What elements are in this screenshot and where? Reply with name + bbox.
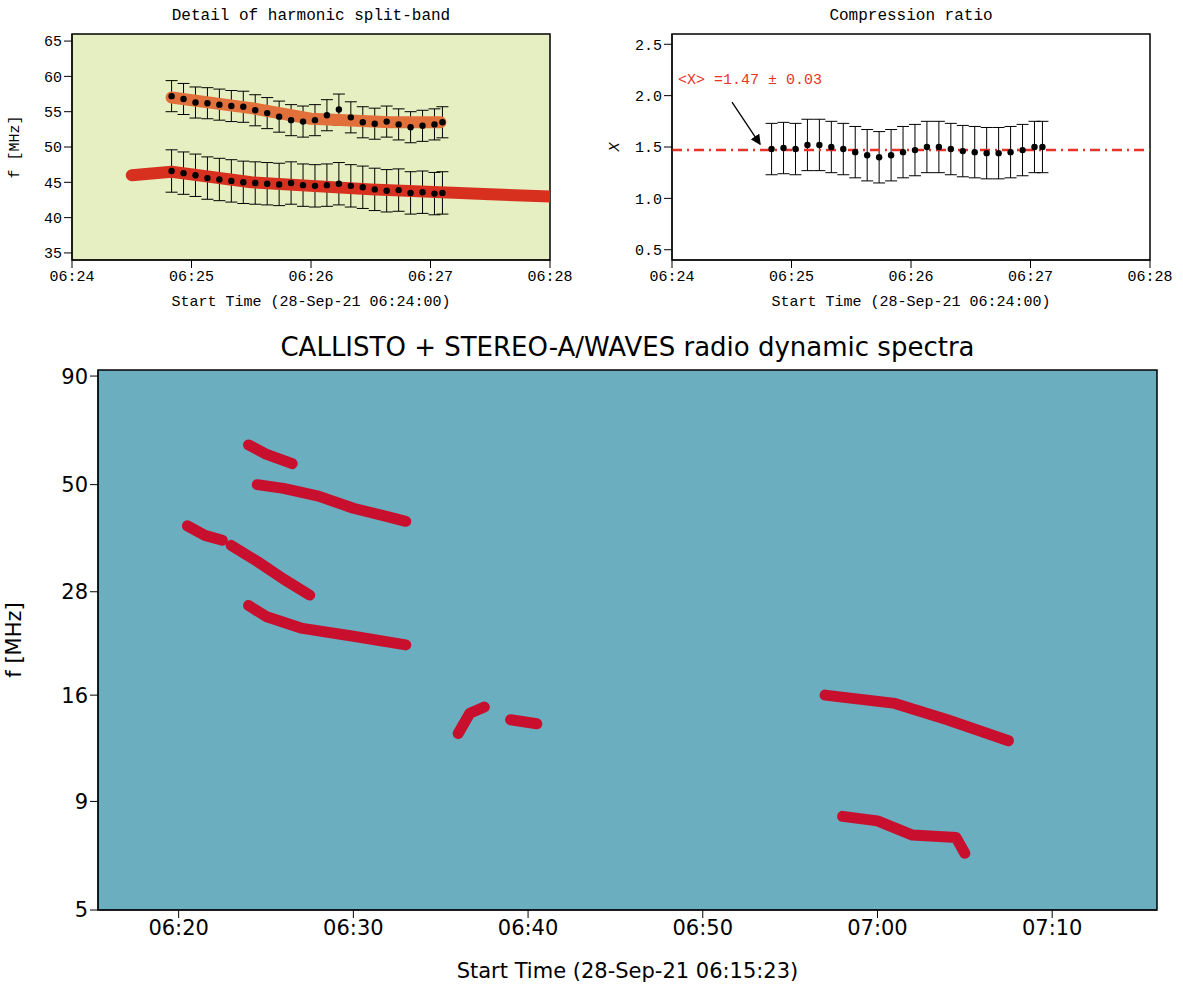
svg-text:06:25: 06:25 (769, 269, 814, 286)
svg-text:06:27: 06:27 (1008, 269, 1053, 286)
svg-text:06:28: 06:28 (1127, 269, 1172, 286)
svg-text:65: 65 (44, 34, 62, 51)
svg-text:50: 50 (61, 473, 88, 497)
svg-text:Start Time (28-Sep-21 06:24:00: Start Time (28-Sep-21 06:24:00) (771, 294, 1050, 311)
svg-text:f [MHz]: f [MHz] (7, 115, 24, 178)
svg-text:X: X (607, 142, 624, 153)
svg-text:Start Time (28-Sep-21 06:15:23: Start Time (28-Sep-21 06:15:23) (457, 959, 799, 983)
svg-text:06:27: 06:27 (408, 269, 453, 286)
svg-text:9: 9 (75, 790, 88, 814)
svg-text:07:00: 07:00 (847, 916, 908, 940)
html-text:Detail of harmonic split-band: Detail of harmonic split-band (171, 7, 451, 25)
svg-text:60: 60 (44, 70, 62, 87)
svg-text:f [MHz]: f [MHz] (2, 602, 26, 677)
svg-text:0.5: 0.5 (635, 243, 662, 260)
svg-text:06:20: 06:20 (148, 916, 209, 940)
svg-text:06:26: 06:26 (288, 269, 333, 286)
svg-text:06:40: 06:40 (498, 916, 559, 940)
svg-text:40: 40 (44, 211, 62, 228)
svg-text:2.0: 2.0 (635, 89, 662, 106)
svg-text:06:50: 06:50 (673, 916, 734, 940)
svg-text:55: 55 (44, 105, 62, 122)
svg-text:28: 28 (61, 580, 88, 604)
html-text:CALLISTO + STEREO-A/WAVES radi: CALLISTO + STEREO-A/WAVES radio dynamic … (280, 332, 975, 362)
svg-text:2.5: 2.5 (635, 38, 662, 55)
svg-text:06:26: 06:26 (888, 269, 933, 286)
svg-text:06:28: 06:28 (527, 269, 572, 286)
svg-text:16: 16 (61, 684, 88, 708)
svg-text:35: 35 (44, 246, 62, 263)
html-text:Compression ratio: Compression ratio (829, 7, 993, 25)
svg-text:06:30: 06:30 (323, 916, 384, 940)
svg-text:50: 50 (44, 140, 62, 157)
svg-text:1.5: 1.5 (635, 140, 662, 157)
svg-text:Start Time (28-Sep-21 06:24:00: Start Time (28-Sep-21 06:24:00) (171, 294, 450, 311)
svg-text:06:25: 06:25 (169, 269, 214, 286)
svg-text:45: 45 (44, 176, 62, 193)
svg-text:06:24: 06:24 (49, 269, 94, 286)
svg-text:5: 5 (75, 898, 88, 922)
svg-text:1.0: 1.0 (635, 192, 662, 209)
svg-text:<X> =1.47 ± 0.03: <X> =1.47 ± 0.03 (678, 72, 822, 89)
svg-text:07:10: 07:10 (1022, 916, 1083, 940)
svg-text:06:24: 06:24 (649, 269, 694, 286)
svg-text:90: 90 (61, 365, 88, 389)
